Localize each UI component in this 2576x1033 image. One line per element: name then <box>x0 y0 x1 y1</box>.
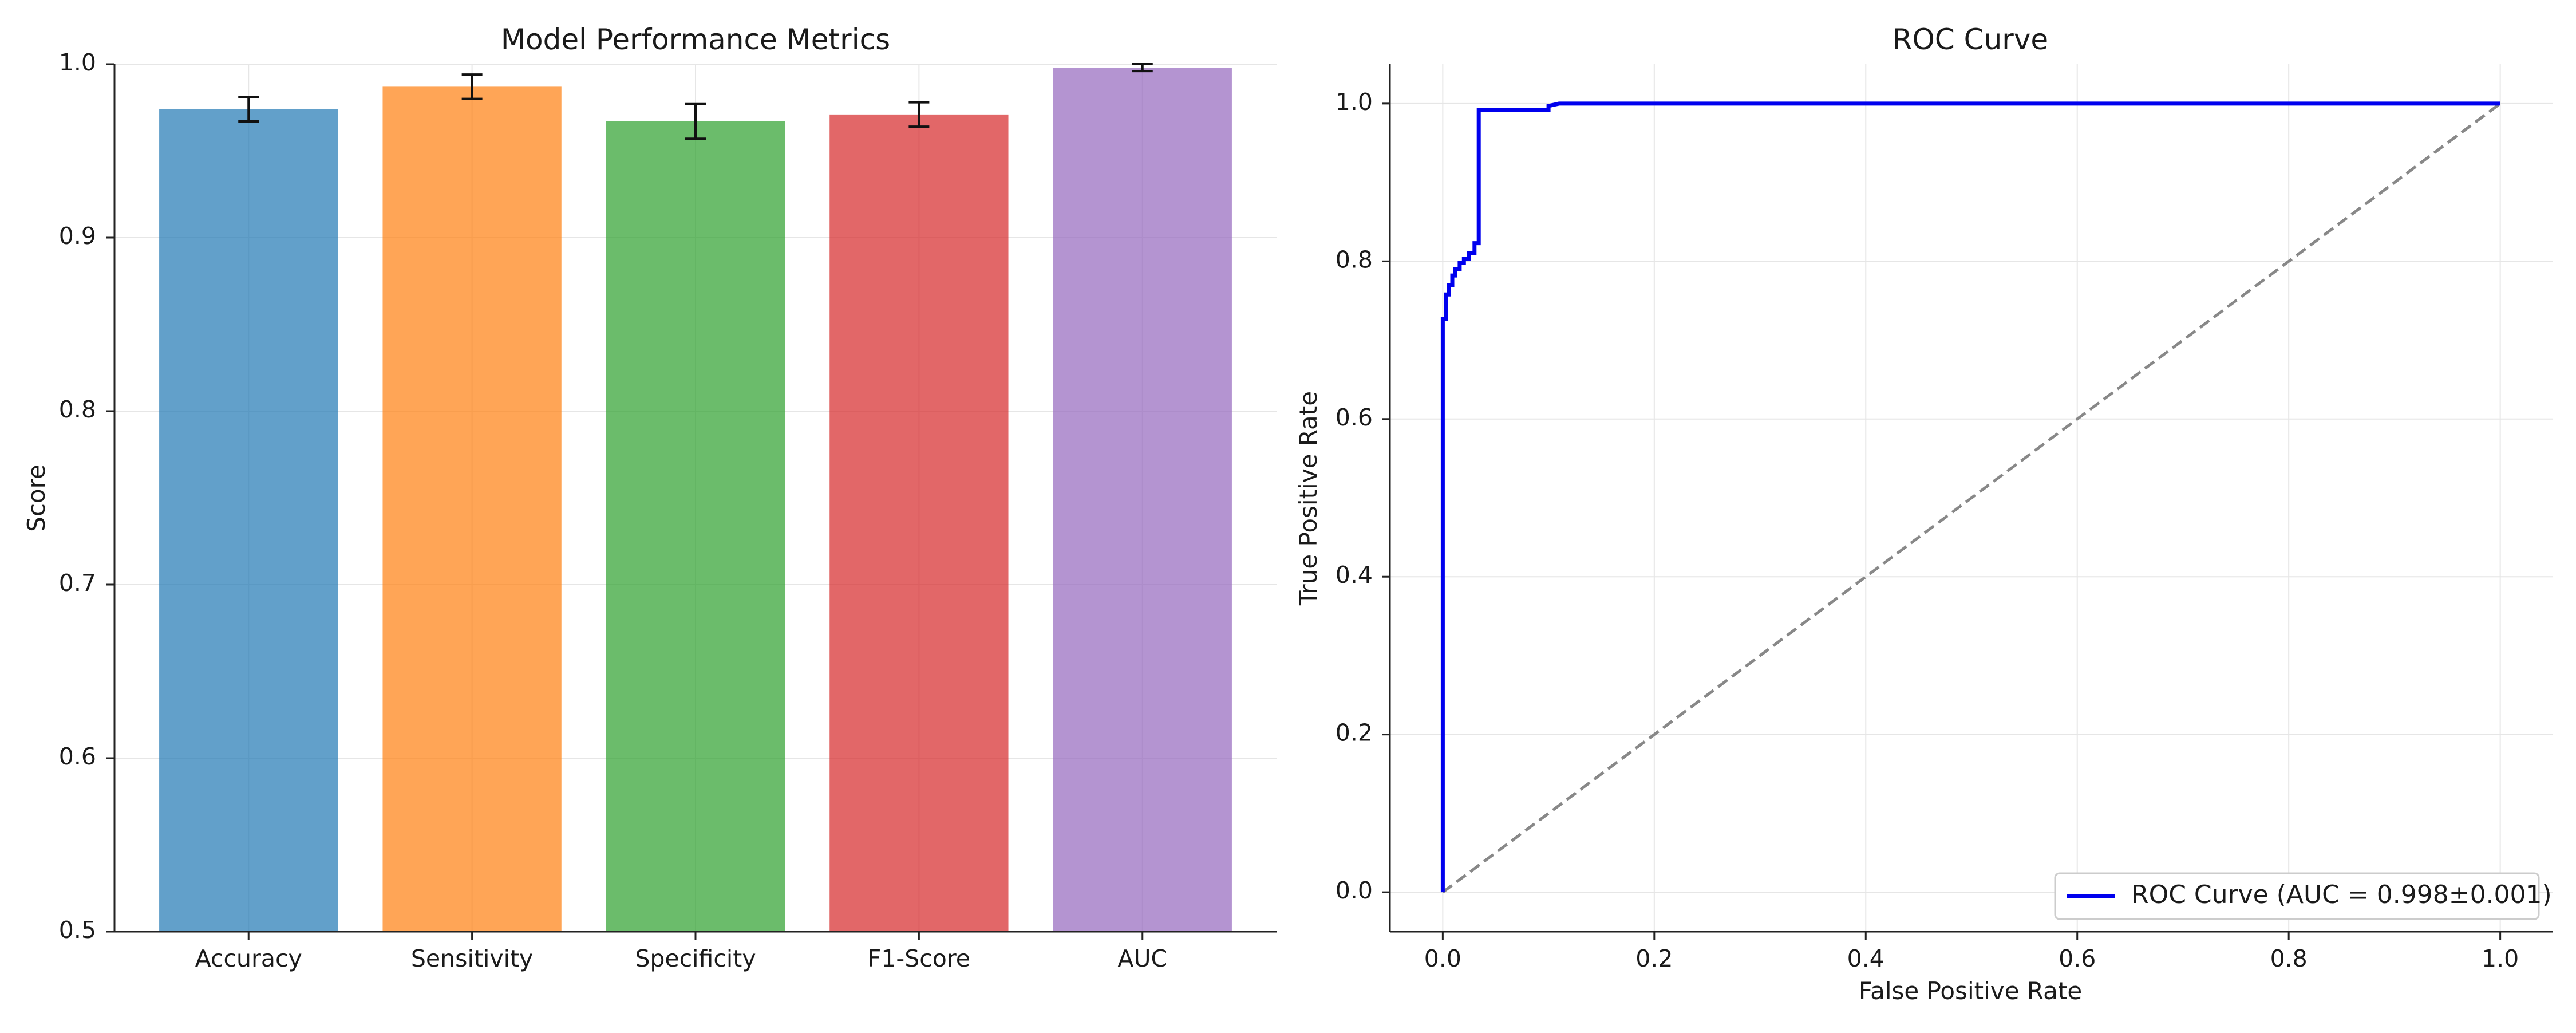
bar-y-tick: 1.0 <box>59 49 114 76</box>
roc-curve-line <box>1440 101 2500 893</box>
roc-x-tick-label: 0.6 <box>2059 945 2096 972</box>
roc-y-tick-label: 0.4 <box>1336 561 1373 589</box>
legend-label-roc: ROC Curve (AUC = 0.998±0.001) <box>2131 880 2552 909</box>
bar-y-tick-label: 0.8 <box>59 396 96 423</box>
bar-x-tick: Sensitivity <box>411 932 533 972</box>
roc-y-tick: 1.0 <box>1336 88 1390 116</box>
bar-chart-title: Model Performance Metrics <box>501 23 890 56</box>
bar-y-tick-label: 0.9 <box>59 222 96 250</box>
roc-x-tick-label: 0.8 <box>2270 945 2308 972</box>
bar-y-tick: 0.8 <box>59 396 114 423</box>
roc-y-tick: 0.8 <box>1336 246 1390 273</box>
roc-x-tick-label: 0.4 <box>1847 945 1884 972</box>
bar-f1-score <box>829 114 1009 932</box>
roc-chance-diagonal-line <box>1441 102 2502 894</box>
roc-y-tick: 0.4 <box>1336 561 1390 589</box>
bar-specificity <box>606 121 785 932</box>
roc-y-tick-label: 0.2 <box>1336 719 1373 747</box>
bar-category-label: Specificity <box>635 945 756 972</box>
roc-x-tick: 0.8 <box>2270 932 2308 972</box>
roc-x-tick: 0.2 <box>1635 932 1673 972</box>
bar-chart-error-bars <box>238 63 1153 140</box>
roc-chart-title: ROC Curve <box>1893 23 2048 56</box>
roc-chart-y-axis-label: True Positive Rate <box>1294 391 1322 606</box>
bar-category-label: Sensitivity <box>411 945 533 972</box>
roc-x-tick: 0.4 <box>1847 932 1884 972</box>
roc-x-tick-label: 1.0 <box>2482 945 2519 972</box>
bar-sensitivity <box>382 86 562 932</box>
bar-x-tick: Accuracy <box>195 932 302 972</box>
roc-y-tick-label: 0.6 <box>1336 404 1373 431</box>
roc-x-tick-label: 0.0 <box>1424 945 1461 972</box>
bar-y-tick-label: 0.7 <box>59 569 96 597</box>
bar-x-tick: Specificity <box>635 932 756 972</box>
roc-y-tick: 0.6 <box>1336 404 1390 431</box>
bar-y-tick-label: 1.0 <box>59 49 96 76</box>
error-bar <box>461 73 483 100</box>
bar-category-label: Accuracy <box>195 945 302 972</box>
roc-chart-legend: ROC Curve (AUC = 0.998±0.001) <box>2054 872 2552 920</box>
roc-chart-x-axis-label: False Positive Rate <box>1859 977 2082 1005</box>
roc-y-tick-label: 1.0 <box>1336 88 1373 116</box>
bar-chart-y-ticks: 0.5 0.6 0.7 0.8 0.9 1.0 <box>59 49 114 944</box>
roc-y-tick: 0.0 <box>1336 877 1390 904</box>
bar-chart-panel: 0.5 0.6 0.7 0.8 0.9 1.0 Accuracy Sensiti… <box>22 23 1277 972</box>
roc-chart-x-ticks: 0.0 0.2 0.4 0.6 0.8 1.0 <box>1424 932 2519 972</box>
bar-category-label: F1-Score <box>868 945 970 972</box>
error-bar <box>908 101 930 128</box>
roc-y-tick-label: 0.8 <box>1336 246 1373 273</box>
legend-frame <box>2054 872 2540 920</box>
bar-x-tick: F1-Score <box>868 932 970 972</box>
bar-y-tick: 0.5 <box>59 916 114 944</box>
roc-chart-panel: 0.0 0.2 0.4 0.6 0.8 1.0 0.0 0.2 0.4 0.6 … <box>1294 23 2553 1005</box>
bar-accuracy <box>159 109 338 932</box>
bar-y-tick-label: 0.5 <box>59 916 96 944</box>
bar-auc <box>1053 68 1232 932</box>
error-bar <box>685 102 706 140</box>
roc-x-tick: 0.6 <box>2059 932 2096 972</box>
error-bar <box>1132 63 1153 73</box>
bar-chart-y-axis-label: Score <box>22 464 50 532</box>
roc-x-tick: 1.0 <box>2482 932 2519 972</box>
bar-y-tick: 0.7 <box>59 569 114 597</box>
bar-chart-bars <box>159 68 1232 932</box>
roc-x-tick-label: 0.2 <box>1635 945 1673 972</box>
roc-chart-y-ticks: 0.0 0.2 0.4 0.6 0.8 1.0 <box>1336 88 1390 904</box>
bar-y-tick-label: 0.6 <box>59 743 96 770</box>
bar-y-tick: 0.6 <box>59 743 114 770</box>
bar-category-label: AUC <box>1117 945 1167 972</box>
bar-x-tick: AUC <box>1117 932 1167 972</box>
roc-x-tick: 0.0 <box>1424 932 1461 972</box>
roc-y-tick-label: 0.0 <box>1336 877 1373 904</box>
bar-chart-x-ticks: Accuracy Sensitivity Specificity F1-Scor… <box>195 932 1167 972</box>
error-bar <box>238 96 259 123</box>
roc-y-tick: 0.2 <box>1336 719 1390 747</box>
bar-y-tick: 0.9 <box>59 222 114 250</box>
